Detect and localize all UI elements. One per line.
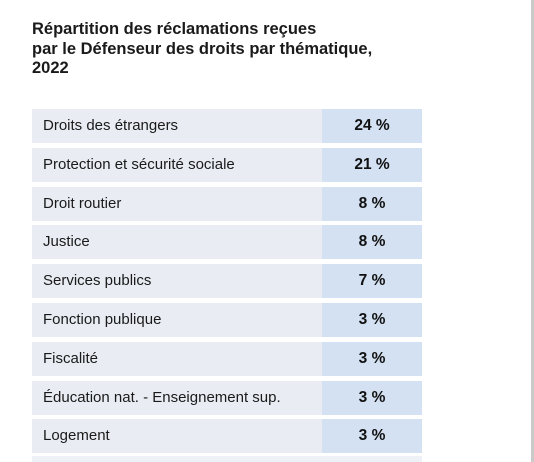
row-value: 3 % (322, 302, 422, 337)
row-value: 3 % (322, 341, 422, 376)
row-label: Éducation nat. - Enseignement sup. (32, 380, 322, 415)
row-label: Logement (32, 419, 322, 454)
row-value: 7 % (322, 264, 422, 299)
table-row: Fonction publique 3 % (32, 302, 422, 337)
chart-title-line-1: Répartition des réclamations reçues (32, 20, 317, 38)
table-row: Éducation nat. - Enseignement sup. 3 % (32, 380, 422, 415)
row-label: Droit routier (32, 186, 322, 221)
row-value: 8 % (322, 186, 422, 221)
row-label: Services publics (32, 264, 322, 299)
row-value: 24 % (322, 109, 422, 143)
table-row: Services publics 7 % (32, 264, 422, 299)
chart-title: Répartition des réclamations reçues par … (32, 20, 452, 79)
row-value: 21 % (322, 147, 422, 182)
table-row: Logement 3 % (32, 419, 422, 454)
row-value: 3 % (322, 380, 422, 415)
table-row: Droit routier 8 % (32, 186, 422, 221)
table-bottom-edge (32, 456, 422, 462)
page-edge-divider (531, 0, 534, 462)
row-value: 3 % (322, 419, 422, 454)
table-row: Justice 8 % (32, 225, 422, 260)
row-label: Protection et sécurité sociale (32, 147, 322, 182)
chart-title-line-3: 2022 (32, 59, 69, 77)
row-label: Justice (32, 225, 322, 260)
row-label: Droits des étrangers (32, 109, 322, 143)
row-label: Fiscalité (32, 341, 322, 376)
table-row: Droits des étrangers 24 % (32, 109, 422, 143)
row-label: Fonction publique (32, 302, 322, 337)
row-value: 8 % (322, 225, 422, 260)
table-row: Fiscalité 3 % (32, 341, 422, 376)
data-table: Droits des étrangers 24 % Protection et sé… (32, 109, 422, 454)
chart-title-line-2: par le Défenseur des droits par thématiq… (32, 39, 373, 58)
table-row: Protection et sécurité sociale 21 % (32, 147, 422, 182)
